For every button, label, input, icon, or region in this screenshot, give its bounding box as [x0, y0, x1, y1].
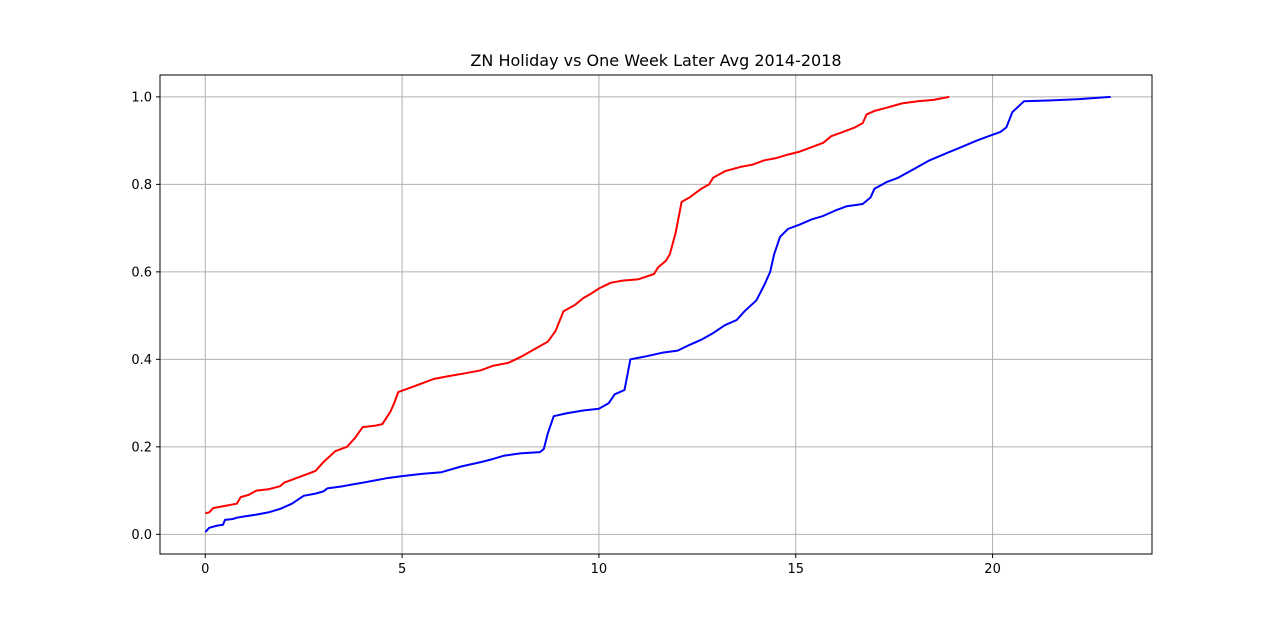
x-tick-label: 10	[591, 562, 608, 577]
axes-ticks: 0 5 10 15 20 0.0 0.2 0.4 0.6 0.8 1.0	[131, 90, 1001, 577]
y-tick-label: 1.0	[131, 90, 152, 105]
series-group	[204, 95, 1111, 533]
x-tick-label: 5	[398, 562, 406, 577]
plot-frame	[159, 74, 1153, 555]
x-tick-label: 15	[787, 562, 804, 577]
series-line-0	[205, 95, 950, 515]
y-tick-label: 0.2	[131, 440, 152, 455]
y-tick-label: 0.4	[131, 353, 152, 368]
x-tick-label: 0	[201, 562, 209, 577]
y-tick-label: 0.6	[131, 265, 152, 280]
y-tick-label: 0.0	[131, 528, 152, 543]
chart-title: ZN Holiday vs One Week Later Avg 2014-20…	[470, 51, 841, 70]
series-line-1	[204, 95, 1111, 533]
x-tick-label: 20	[984, 562, 1001, 577]
y-tick-label: 0.8	[131, 178, 152, 193]
